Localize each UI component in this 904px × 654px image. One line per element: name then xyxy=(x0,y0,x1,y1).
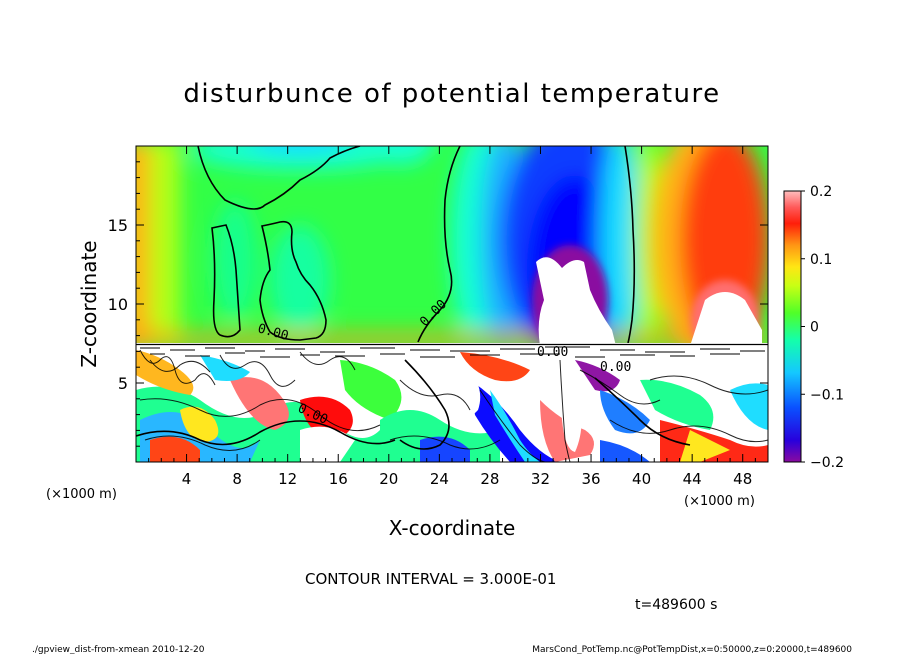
x-unit-right: (×1000 m) xyxy=(684,494,755,509)
chart-title: disturbunce of potential temperature xyxy=(183,79,720,109)
x-tick-label: 36 xyxy=(581,470,600,488)
contour-interval: CONTOUR INTERVAL = 3.000E-01 xyxy=(305,570,556,588)
x-tick-label: 48 xyxy=(733,470,752,488)
colorbar: 0.2 0.1 0 −0.1 −0.2 xyxy=(783,184,844,471)
x-axis-ticks: 4 8 12 16 20 24 28 32 36 40 44 48 xyxy=(148,146,756,488)
contour-label: 0.00 xyxy=(600,360,631,375)
y-tick-label: 10 xyxy=(108,295,128,314)
x-tick-label: 4 xyxy=(182,470,192,488)
colorbar-tick-label: 0.1 xyxy=(810,252,832,268)
time-label: t=489600 s xyxy=(635,597,717,613)
x-tick-label: 16 xyxy=(329,470,348,488)
x-tick-label: 8 xyxy=(232,470,242,488)
y-tick-label: 5 xyxy=(118,374,128,393)
x-axis-label: X-coordinate xyxy=(389,516,516,540)
footer-left: ./gpview_dist-from-xmean 2010-12-20 xyxy=(32,645,205,654)
boundary-layer xyxy=(136,343,768,358)
y-axis-label: Z-coordinate xyxy=(77,240,101,367)
colorbar-ticks: 0.2 0.1 0 −0.1 −0.2 xyxy=(801,184,844,471)
colorbar-tick-label: 0.2 xyxy=(810,184,832,200)
x-tick-label: 28 xyxy=(480,470,499,488)
footer-right: MarsCond_PotTemp.nc@PotTempDist,x=0:5000… xyxy=(532,645,852,654)
x-tick-label: 20 xyxy=(379,470,398,488)
x-unit-left: (×1000 m) xyxy=(46,487,117,502)
upper-field xyxy=(136,146,768,346)
y-axis-ticks: 5 10 15 xyxy=(108,161,768,447)
x-tick-label: 44 xyxy=(683,470,702,488)
colorbar-tick-label: −0.2 xyxy=(810,455,844,471)
contour-label: 0.00 xyxy=(537,345,568,360)
colorbar-ramp xyxy=(783,190,802,463)
x-tick-label: 24 xyxy=(430,470,449,488)
colorbar-tick-label: −0.1 xyxy=(810,387,844,403)
x-tick-label: 12 xyxy=(278,470,297,488)
x-tick-label: 40 xyxy=(632,470,651,488)
x-tick-label: 32 xyxy=(531,470,550,488)
plot-area: 0.00 0.00 0.00 0.00 0.00 4 8 12 16 20 24 28 32 3… xyxy=(108,145,769,488)
y-tick-label: 15 xyxy=(108,216,128,235)
colorbar-tick-label: 0 xyxy=(810,320,819,336)
lower-field xyxy=(136,345,768,462)
